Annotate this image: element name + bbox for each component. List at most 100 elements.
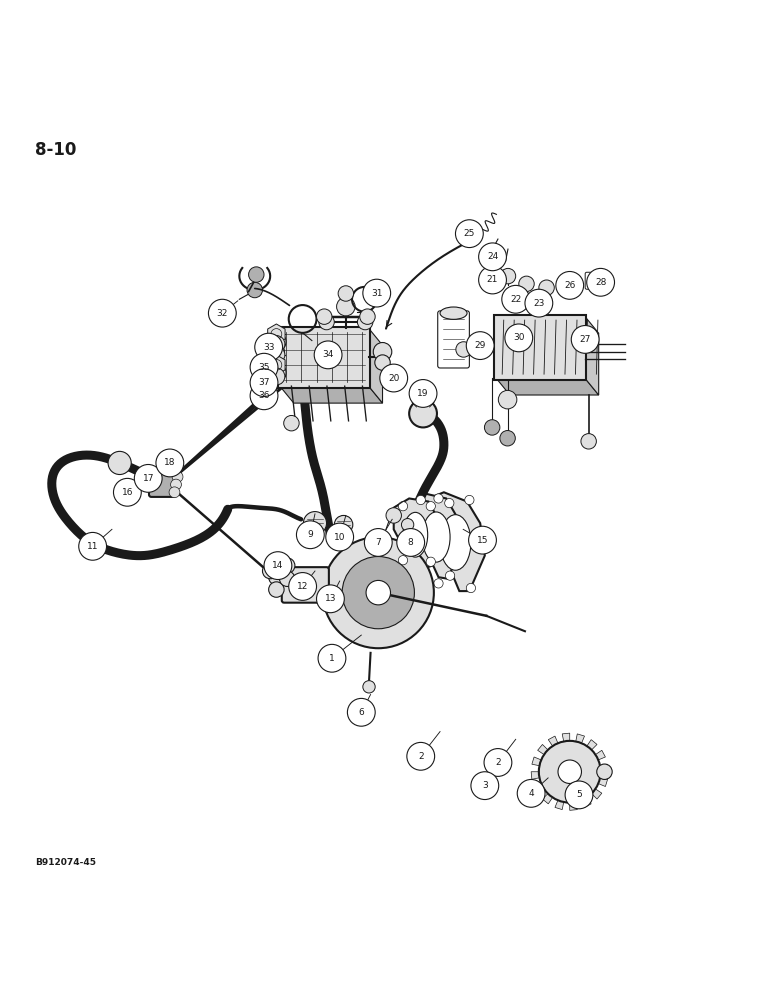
Polygon shape — [279, 386, 382, 403]
Circle shape — [314, 341, 342, 369]
Circle shape — [268, 368, 285, 385]
Circle shape — [397, 529, 425, 556]
Circle shape — [283, 415, 300, 431]
FancyBboxPatch shape — [278, 327, 370, 388]
Polygon shape — [268, 324, 285, 344]
Circle shape — [317, 585, 344, 613]
Circle shape — [172, 471, 183, 482]
Text: 7: 7 — [375, 538, 381, 547]
Polygon shape — [595, 750, 605, 760]
Circle shape — [498, 390, 517, 409]
Polygon shape — [532, 757, 541, 766]
Circle shape — [303, 512, 327, 535]
Circle shape — [267, 354, 284, 371]
Circle shape — [571, 326, 599, 353]
Circle shape — [366, 580, 391, 605]
Circle shape — [587, 268, 615, 296]
Ellipse shape — [440, 307, 467, 319]
Circle shape — [471, 772, 499, 800]
Text: 8-10: 8-10 — [35, 141, 76, 159]
Circle shape — [466, 332, 494, 359]
Circle shape — [108, 451, 131, 475]
Circle shape — [525, 289, 553, 317]
Circle shape — [247, 282, 262, 298]
Text: B912074-45: B912074-45 — [35, 858, 96, 867]
Polygon shape — [537, 744, 548, 755]
Text: 1: 1 — [329, 654, 335, 663]
Circle shape — [409, 400, 437, 427]
Text: 8: 8 — [408, 538, 414, 547]
Polygon shape — [600, 764, 608, 772]
Circle shape — [398, 556, 408, 565]
Circle shape — [597, 764, 612, 779]
Text: 2: 2 — [418, 752, 424, 761]
Circle shape — [289, 573, 317, 600]
Circle shape — [466, 583, 476, 593]
Circle shape — [455, 342, 471, 357]
Circle shape — [445, 571, 455, 580]
Circle shape — [347, 698, 375, 726]
Circle shape — [409, 380, 437, 407]
Circle shape — [319, 314, 334, 330]
Text: 18: 18 — [164, 458, 175, 467]
Circle shape — [249, 267, 264, 282]
FancyBboxPatch shape — [149, 471, 175, 497]
Polygon shape — [570, 802, 577, 810]
Text: 30: 30 — [513, 333, 524, 342]
Circle shape — [264, 552, 292, 580]
Circle shape — [517, 779, 545, 807]
Circle shape — [113, 478, 141, 506]
Circle shape — [500, 268, 516, 284]
Circle shape — [363, 681, 375, 693]
Text: 6: 6 — [358, 708, 364, 717]
Text: 32: 32 — [217, 309, 228, 318]
Circle shape — [267, 343, 284, 360]
Circle shape — [171, 479, 181, 490]
Circle shape — [317, 309, 332, 324]
Circle shape — [426, 502, 435, 511]
Circle shape — [502, 285, 530, 313]
Circle shape — [364, 529, 392, 556]
Text: 17: 17 — [143, 474, 154, 483]
Circle shape — [337, 297, 355, 316]
Text: 28: 28 — [595, 278, 606, 287]
Ellipse shape — [403, 512, 428, 557]
Polygon shape — [562, 733, 570, 741]
Circle shape — [455, 220, 483, 248]
Ellipse shape — [422, 512, 450, 562]
Polygon shape — [413, 494, 462, 579]
Circle shape — [342, 557, 415, 629]
Circle shape — [208, 299, 236, 327]
Text: 5: 5 — [576, 790, 582, 799]
Text: 2P: 2P — [593, 276, 602, 285]
Circle shape — [398, 502, 408, 511]
Circle shape — [296, 521, 324, 549]
FancyBboxPatch shape — [438, 311, 469, 368]
Circle shape — [363, 279, 391, 307]
Text: 9: 9 — [307, 530, 313, 539]
Ellipse shape — [440, 515, 471, 570]
Circle shape — [134, 464, 162, 492]
Circle shape — [445, 498, 454, 508]
Text: 23: 23 — [533, 299, 544, 308]
Circle shape — [539, 741, 601, 803]
Circle shape — [499, 431, 516, 446]
Circle shape — [268, 346, 285, 363]
Circle shape — [434, 579, 443, 588]
Circle shape — [563, 277, 580, 294]
Text: 19: 19 — [418, 389, 428, 398]
Circle shape — [374, 355, 390, 370]
Circle shape — [558, 760, 581, 783]
Text: 20: 20 — [388, 374, 399, 383]
Circle shape — [386, 508, 401, 523]
Text: 27: 27 — [580, 335, 591, 344]
FancyBboxPatch shape — [585, 272, 610, 289]
Text: 12: 12 — [297, 582, 308, 591]
Circle shape — [156, 449, 184, 477]
Circle shape — [266, 363, 286, 383]
Polygon shape — [581, 797, 591, 807]
Circle shape — [262, 563, 278, 579]
Circle shape — [434, 494, 443, 503]
Text: 15: 15 — [477, 536, 488, 545]
Circle shape — [360, 309, 375, 324]
